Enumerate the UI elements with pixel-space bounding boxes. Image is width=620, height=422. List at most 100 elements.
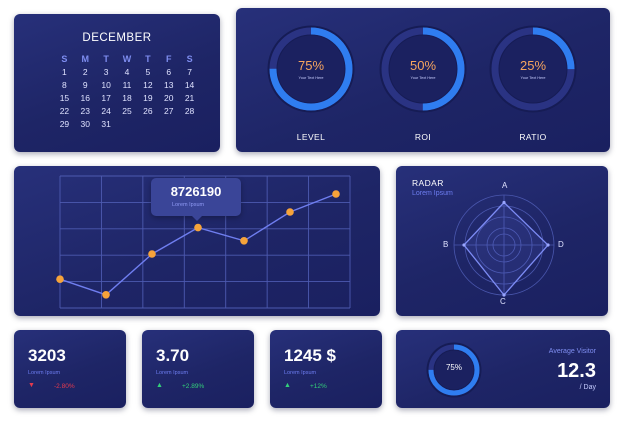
- weekday-label: W: [122, 54, 132, 64]
- calendar-day[interactable]: 6: [166, 67, 172, 77]
- donut-ring: [267, 25, 355, 113]
- calendar-day[interactable]: 13: [163, 80, 174, 90]
- calendar-day[interactable]: 24: [101, 106, 111, 116]
- gauge-value: 25%: [519, 58, 547, 73]
- calendar-day[interactable]: 8: [62, 80, 67, 90]
- data-point: [194, 223, 202, 232]
- calendar-day[interactable]: 29: [59, 119, 70, 129]
- radar-chart: [453, 194, 555, 297]
- calendar-day[interactable]: 27: [163, 106, 174, 116]
- donut-center: [389, 35, 457, 103]
- data-point: [332, 190, 340, 198]
- calendar-day[interactable]: 9: [82, 80, 88, 90]
- radar-panel: RADAR Lorem Ipsum A B C D: [396, 166, 608, 316]
- gauge-label: RATIO: [519, 132, 547, 142]
- calendar-day[interactable]: 4: [124, 67, 130, 77]
- donut-center: [277, 35, 345, 103]
- weekday-label: T: [103, 54, 109, 64]
- radar-axis-label: B: [443, 240, 449, 249]
- donut-progress: [269, 27, 353, 111]
- weekday-label: T: [145, 54, 151, 64]
- gauges-panel: 75% Your Text Here LEVEL 50% Your Text H…: [236, 8, 610, 152]
- weekday-label: S: [61, 54, 68, 64]
- donut-progress: [381, 27, 465, 111]
- calendar-day[interactable]: 7: [187, 67, 192, 77]
- radar-axis-label: A: [502, 181, 508, 190]
- stat-change: -2.80%: [54, 383, 75, 390]
- stat-change: +12%: [310, 383, 327, 390]
- gauge-subtext: Your Text Here: [410, 76, 436, 80]
- chart-tooltip: 8726190 Lorem Ipsum: [151, 178, 241, 221]
- stat-subtext: Lorem Ipsum: [284, 370, 317, 376]
- calendar-day[interactable]: 21: [184, 93, 195, 103]
- donut-ring: [379, 25, 467, 113]
- visitor-label: Average Visitor: [548, 348, 596, 355]
- calendar-widget: DECEMBER S M T W T F S 1 2 3 4 5 6 7 8 9…: [14, 14, 220, 152]
- calendar-day[interactable]: 2: [82, 67, 88, 77]
- donut-center: [434, 350, 474, 390]
- visitor-donut: [426, 342, 482, 398]
- radar-axis-label: D: [558, 240, 564, 249]
- gauge-ratio: 25% Your Text Here: [488, 24, 578, 114]
- calendar-month: DECEMBER: [82, 32, 152, 44]
- gauge-label: LEVEL: [296, 132, 326, 142]
- gauge-subtext: Your Text Here: [298, 76, 324, 80]
- calendar-day[interactable]: 25: [122, 106, 132, 116]
- trend-up-icon: ▲: [284, 382, 291, 389]
- radar-axis-label: C: [500, 297, 506, 306]
- gauge-roi: 50% Your Text Here: [378, 24, 468, 114]
- weekday-label: M: [81, 54, 90, 64]
- radar-shape: [463, 201, 549, 297]
- gauge-value: 75%: [297, 58, 325, 73]
- gauge-value: 50%: [409, 58, 437, 73]
- donut-progress: [428, 344, 480, 396]
- stat-value: 3.70: [156, 346, 190, 365]
- calendar-day[interactable]: 30: [80, 119, 90, 129]
- calendar-day[interactable]: 19: [143, 93, 153, 103]
- calendar-grid: S M T W T F S 1 2 3 4 5 6 7 8 9 10 11 12…: [54, 54, 200, 129]
- gauge-label: ROI: [414, 132, 432, 142]
- calendar-day[interactable]: 31: [101, 119, 111, 129]
- calendar-day[interactable]: 10: [101, 80, 111, 90]
- calendar-day[interactable]: 5: [145, 67, 151, 77]
- stat-value: 1245 $: [284, 346, 336, 365]
- calendar-day[interactable]: 11: [122, 80, 132, 90]
- visitor-card: 75% Average Visitor 12.3 / Day: [396, 330, 610, 408]
- calendar-day[interactable]: 22: [59, 106, 70, 116]
- stat-value: 3203: [28, 346, 66, 365]
- data-point: [148, 250, 156, 258]
- stat-card: 1245 $ Lorem Ipsum ▲ +12%: [270, 330, 382, 408]
- stat-change: +2.89%: [182, 383, 205, 390]
- line-chart: [56, 175, 351, 309]
- calendar-day[interactable]: 23: [80, 106, 90, 116]
- donut-progress: [491, 27, 575, 111]
- calendar-day[interactable]: 3: [103, 67, 109, 77]
- calendar-day[interactable]: 16: [80, 93, 90, 103]
- line-chart-panel: 8726190 Lorem Ipsum: [14, 166, 380, 316]
- gauge-level: 75% Your Text Here: [266, 24, 356, 114]
- calendar-day[interactable]: 14: [184, 80, 195, 90]
- calendar-day[interactable]: 28: [184, 106, 195, 116]
- calendar-day[interactable]: 1: [62, 67, 67, 77]
- weekday-label: S: [186, 54, 193, 64]
- calendar-day[interactable]: 18: [122, 93, 132, 103]
- calendar-day[interactable]: 15: [59, 93, 70, 103]
- calendar-day[interactable]: 17: [101, 93, 111, 103]
- stat-card: 3.70 Lorem Ipsum ▲ +2.89%: [142, 330, 254, 408]
- radar-subtitle: Lorem Ipsum: [412, 190, 453, 197]
- radar-title: RADAR: [412, 178, 444, 188]
- data-point: [240, 237, 248, 245]
- data-point: [102, 291, 110, 299]
- calendar-day[interactable]: 12: [143, 80, 153, 90]
- tooltip-arrow: [192, 216, 202, 221]
- donut-ring: [489, 25, 577, 113]
- calendar-day[interactable]: 20: [163, 93, 174, 103]
- data-point: [56, 275, 64, 283]
- radar-vertex: [502, 200, 506, 205]
- radar-vertex: [462, 243, 466, 247]
- stat-subtext: Lorem Ipsum: [28, 370, 61, 376]
- calendar-day[interactable]: 26: [143, 106, 153, 116]
- radar-vertex: [546, 243, 550, 247]
- stat-card: 3203 Lorem Ipsum ▼ -2.80%: [14, 330, 126, 408]
- radar-vertex: [502, 293, 506, 297]
